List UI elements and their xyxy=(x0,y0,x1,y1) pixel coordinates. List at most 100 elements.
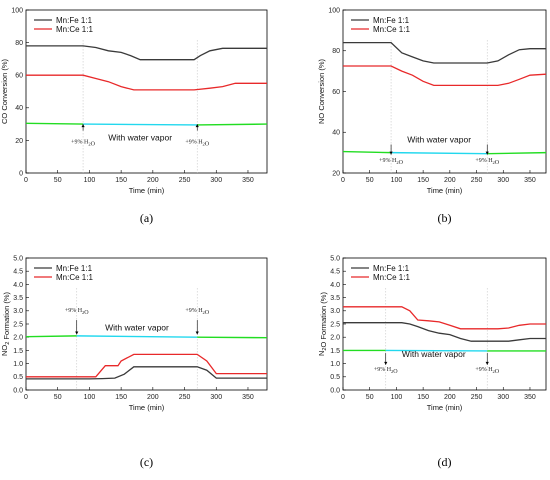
annotation-h2o-step: +9% H2O xyxy=(379,158,403,166)
legend-label: Mn:Fe 1:1 xyxy=(373,16,410,25)
y-axis-title: NO2 Formation (%) xyxy=(0,292,11,356)
x-tick-label: 300 xyxy=(497,177,509,184)
water-vapor-line xyxy=(25,122,84,125)
x-axis-title: Time (min) xyxy=(129,403,165,412)
annotation-h2o-step: +9% H2O xyxy=(65,308,89,316)
y-tick-label: 1.0 xyxy=(13,361,23,368)
y-tick-label: 4.5 xyxy=(13,269,23,276)
y-axis-title: N2O Formation (%) xyxy=(317,292,328,356)
y-tick-label: 1.5 xyxy=(13,348,23,355)
legend-label: Mn:Ce 1:1 xyxy=(373,25,410,34)
x-tick-label: 50 xyxy=(366,177,374,184)
x-tick-label: 250 xyxy=(471,177,483,184)
chart-panel-1: 0 50 100 150 200 250 300 350 0 20 40 60 80 100 Time (m… xyxy=(0,7,268,225)
y-tick-label: 0.0 xyxy=(330,387,340,394)
y-axis-title: NO Conversion (%) xyxy=(317,58,326,124)
y-tick-label: 80 xyxy=(15,40,23,47)
plot-frame xyxy=(25,257,268,391)
y-tick-label: 4.0 xyxy=(330,282,340,289)
x-tick-label: 100 xyxy=(84,177,96,184)
x-tick-label: 150 xyxy=(115,177,127,184)
water-vapor-line xyxy=(197,123,268,126)
x-tick-label: 300 xyxy=(210,177,222,184)
x-tick-label: 350 xyxy=(524,394,536,401)
annotation-h2o-step: +9% H2O xyxy=(374,367,398,375)
water-vapor-line xyxy=(25,335,77,338)
annotation-h2o-step: +9% H2O xyxy=(475,158,499,166)
water-vapor-line xyxy=(197,336,268,339)
y-tick-label: 2.5 xyxy=(330,321,340,328)
x-tick-label: 50 xyxy=(54,177,62,184)
x-axis-title: Time (min) xyxy=(427,186,463,195)
y-tick-label: 3.5 xyxy=(13,295,23,302)
panel-label: (a) xyxy=(140,211,153,225)
series-line-mn-fe xyxy=(26,45,267,61)
y-tick-label: 1.5 xyxy=(330,348,340,355)
annotation-water-vapor: With water vapor xyxy=(105,323,169,333)
y-tick-label: 0.0 xyxy=(13,387,23,394)
x-tick-label: 50 xyxy=(366,394,374,401)
legend-label: Mn:Fe 1:1 xyxy=(56,16,93,25)
x-tick-label: 150 xyxy=(417,177,429,184)
x-tick-label: 150 xyxy=(417,394,429,401)
water-vapor-line xyxy=(385,349,488,352)
water-vapor-line xyxy=(391,151,488,155)
x-tick-label: 300 xyxy=(497,394,509,401)
panel-label: (b) xyxy=(438,211,452,225)
y-tick-label: 100 xyxy=(328,7,340,14)
arrow-head xyxy=(389,151,393,155)
y-axis-title: CO Conversion (%) xyxy=(0,58,9,124)
y-tick-label: 5.0 xyxy=(13,255,23,262)
legend-label: Mn:Ce 1:1 xyxy=(373,273,410,282)
panel-label: (c) xyxy=(140,455,153,469)
plot-frame xyxy=(342,9,547,174)
plot-frame xyxy=(25,9,268,174)
annotation-water-vapor: With water vapor xyxy=(402,349,466,359)
legend-label: Mn:Ce 1:1 xyxy=(56,273,93,282)
annotation-water-vapor: With water vapor xyxy=(108,132,172,142)
y-tick-label: 3.5 xyxy=(330,295,340,302)
x-tick-label: 50 xyxy=(54,394,62,401)
y-tick-label: 0.5 xyxy=(330,374,340,381)
arrow-head xyxy=(75,331,79,335)
x-tick-label: 200 xyxy=(147,394,159,401)
x-tick-label: 100 xyxy=(84,394,96,401)
x-tick-label: 200 xyxy=(147,177,159,184)
y-tick-label: 4.0 xyxy=(13,282,23,289)
chart-panel-4: 0 50 100 150 200 250 300 350 0.0 0.5 1.0 1.5 2.0 2.5 3… xyxy=(317,255,547,469)
x-tick-label: 250 xyxy=(179,177,191,184)
arrow-head xyxy=(485,151,489,155)
series-line-mn-fe xyxy=(343,322,546,342)
annotation-h2o-step: +9% H2O xyxy=(71,140,95,148)
chart-panel-3: 0 50 100 150 200 250 300 350 0.0 0.5 1.0 1.5 2.0 2.5 3… xyxy=(0,255,268,469)
x-tick-label: 250 xyxy=(179,394,191,401)
y-tick-label: 2.0 xyxy=(330,335,340,342)
x-tick-label: 150 xyxy=(115,394,127,401)
y-tick-label: 2.5 xyxy=(13,321,23,328)
annotation-h2o-step: +9% H2O xyxy=(475,367,499,375)
y-tick-label: 60 xyxy=(15,73,23,80)
arrow-head xyxy=(384,361,388,365)
water-vapor-line xyxy=(342,150,392,154)
arrow-head xyxy=(81,124,85,128)
series-line-mn-ce xyxy=(343,306,546,330)
x-tick-label: 100 xyxy=(391,177,403,184)
x-tick-label: 350 xyxy=(242,394,254,401)
x-tick-label: 300 xyxy=(210,394,222,401)
legend-label: Mn:Fe 1:1 xyxy=(373,264,410,273)
x-axis-title: Time (min) xyxy=(427,403,463,412)
x-tick-label: 0 xyxy=(24,177,28,184)
y-tick-label: 3.0 xyxy=(13,308,23,315)
y-tick-label: 0 xyxy=(19,170,23,177)
x-tick-label: 100 xyxy=(391,394,403,401)
y-tick-label: 3.0 xyxy=(330,308,340,315)
y-tick-label: 4.5 xyxy=(330,269,340,276)
legend-label: Mn:Ce 1:1 xyxy=(56,25,93,34)
x-axis-title: Time (min) xyxy=(129,186,165,195)
x-tick-label: 350 xyxy=(242,177,254,184)
y-tick-label: 20 xyxy=(15,138,23,145)
series-line-mn-fe xyxy=(26,366,267,380)
x-tick-label: 200 xyxy=(444,394,456,401)
annotation-h2o-step: +9% H2O xyxy=(185,140,209,148)
